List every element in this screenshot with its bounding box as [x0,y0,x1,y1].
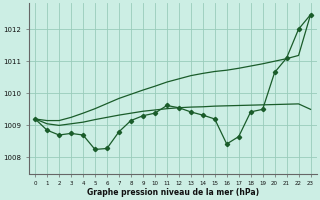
X-axis label: Graphe pression niveau de la mer (hPa): Graphe pression niveau de la mer (hPa) [87,188,259,197]
